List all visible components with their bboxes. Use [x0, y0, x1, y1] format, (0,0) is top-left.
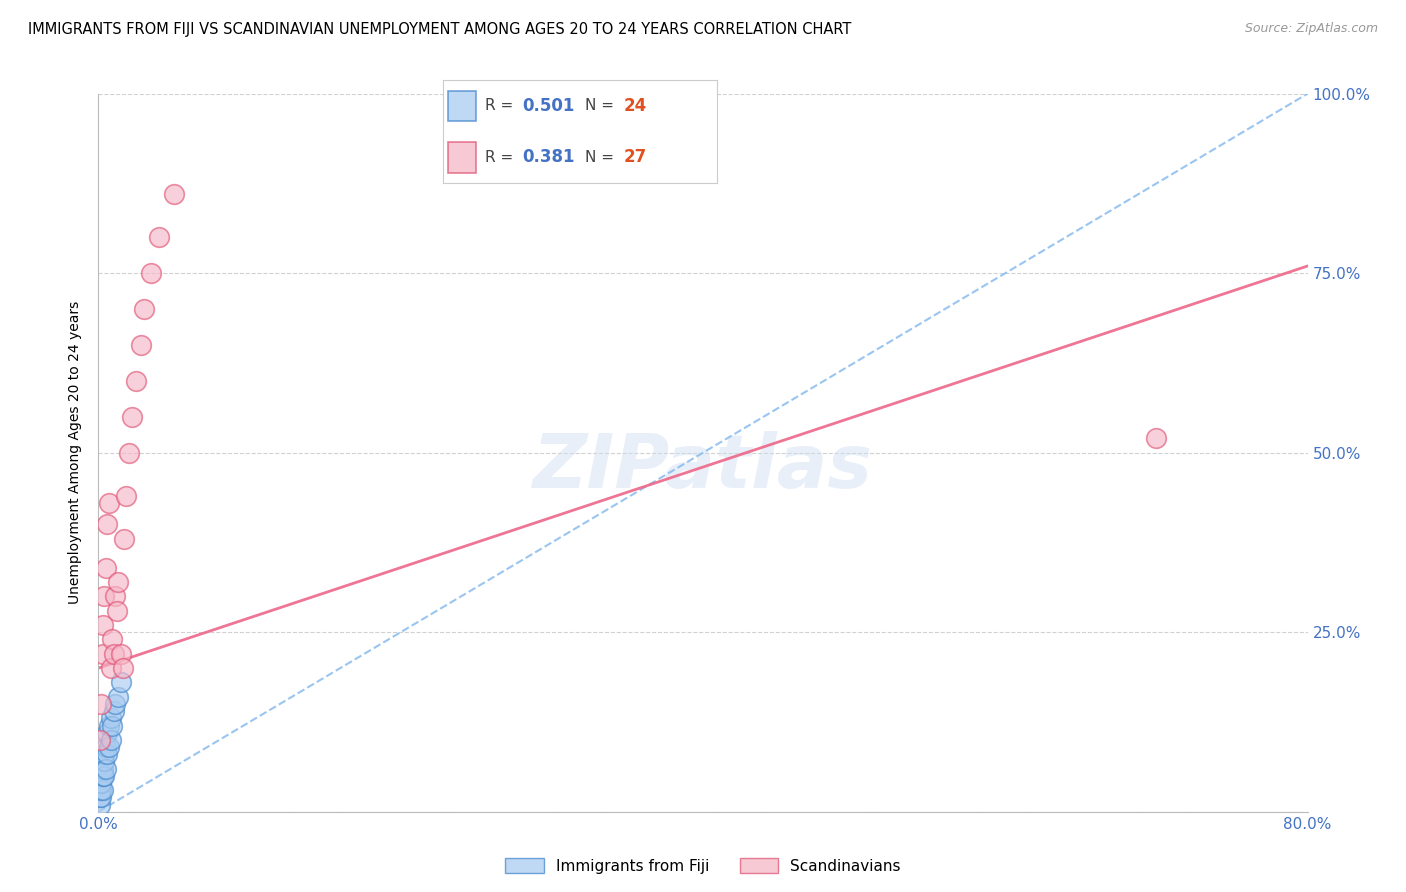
Point — [91, 618, 114, 632]
Point — [89, 790, 111, 805]
Text: 0.501: 0.501 — [523, 97, 575, 115]
Bar — [449, 142, 475, 173]
Point — [93, 747, 115, 762]
Point — [94, 740, 117, 755]
Point — [118, 446, 141, 460]
Point — [94, 762, 117, 776]
Point — [163, 187, 186, 202]
Point — [91, 647, 114, 661]
Text: R =: R = — [485, 98, 519, 113]
Y-axis label: Unemployment Among Ages 20 to 24 years: Unemployment Among Ages 20 to 24 years — [69, 301, 83, 604]
Point — [114, 489, 136, 503]
Point — [111, 661, 134, 675]
Point — [132, 301, 155, 317]
Point — [98, 496, 121, 510]
Point — [100, 733, 122, 747]
Point — [89, 733, 111, 747]
Point — [90, 783, 112, 797]
Point — [94, 560, 117, 574]
Text: N =: N = — [585, 98, 619, 113]
Point — [129, 338, 152, 352]
Point — [93, 590, 115, 604]
Point — [100, 711, 122, 725]
Point — [100, 661, 122, 675]
Text: Source: ZipAtlas.com: Source: ZipAtlas.com — [1244, 22, 1378, 36]
Point — [101, 718, 124, 732]
Point — [112, 532, 135, 546]
Text: 27: 27 — [624, 148, 647, 166]
Legend: Immigrants from Fiji, Scandinavians: Immigrants from Fiji, Scandinavians — [499, 852, 907, 880]
Point — [103, 704, 125, 718]
Point — [98, 718, 121, 732]
Point — [89, 797, 111, 812]
Point — [107, 690, 129, 704]
Point — [101, 632, 124, 647]
Text: ZIPatlas: ZIPatlas — [533, 431, 873, 504]
Point — [96, 725, 118, 739]
Point — [103, 647, 125, 661]
Point — [104, 697, 127, 711]
Point — [90, 790, 112, 805]
Text: 24: 24 — [624, 97, 647, 115]
Point — [91, 769, 114, 783]
Bar — [449, 91, 475, 121]
Point — [93, 769, 115, 783]
Point — [148, 230, 170, 244]
Text: 0.381: 0.381 — [523, 148, 575, 166]
Text: R =: R = — [485, 150, 519, 165]
Point — [104, 590, 127, 604]
Text: IMMIGRANTS FROM FIJI VS SCANDINAVIAN UNEMPLOYMENT AMONG AGES 20 TO 24 YEARS CORR: IMMIGRANTS FROM FIJI VS SCANDINAVIAN UNE… — [28, 22, 852, 37]
Point — [90, 776, 112, 790]
Point — [110, 647, 132, 661]
Point — [90, 697, 112, 711]
Point — [91, 762, 114, 776]
Point — [98, 740, 121, 755]
Point — [96, 517, 118, 532]
Point — [1144, 431, 1167, 445]
Point — [107, 574, 129, 589]
Point — [121, 409, 143, 424]
Point — [105, 604, 128, 618]
Text: N =: N = — [585, 150, 619, 165]
Point — [141, 266, 163, 280]
Point — [96, 747, 118, 762]
Point — [91, 783, 114, 797]
Point — [125, 374, 148, 388]
Point — [110, 675, 132, 690]
Point — [93, 755, 115, 769]
